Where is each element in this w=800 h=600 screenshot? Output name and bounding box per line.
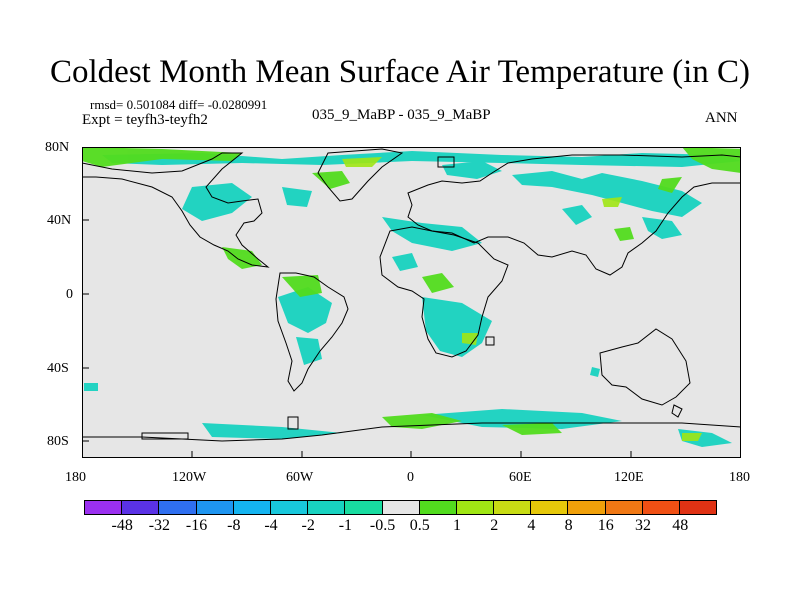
y-tick-label: 80N [45,140,70,155]
colorbar-swatch [455,500,495,515]
colorbar-label: 32 [635,517,651,534]
colorbar-swatch [232,500,271,515]
map-plot [82,147,741,458]
colorbar-label: -1 [338,517,353,534]
colorbar-label: -16 [185,517,208,534]
anomaly-fill-warm [82,147,741,435]
colorbar-label: -0.5 [369,517,396,534]
colorbar-label: 8 [564,517,573,534]
x-tick-label: 180 [729,470,750,485]
colorbar-label: 16 [597,517,614,534]
subtitle-label: 035_9_MaBP - 035_9_MaBP [312,107,491,123]
colorbar-label: 1 [453,517,461,534]
season-label: ANN [705,110,738,126]
coastlines [82,148,741,442]
colorbar-label: 2 [490,517,499,534]
colorbar-swatch [530,500,569,515]
x-tick-label: 0 [407,470,414,485]
x-tick-label: 120E [614,470,644,485]
tick-marks [82,147,741,458]
colorbar-label: 0.5 [409,517,430,534]
x-tick-label: 60W [286,470,314,485]
colorbar-label: 4 [527,517,536,534]
colorbar-swatch [158,500,197,515]
colorbar-label: 48 [672,517,689,534]
y-tick-label: 0 [66,287,73,302]
y-tick-label: 80S [47,434,69,449]
colorbar-swatch [679,500,718,515]
colorbar-swatch [344,500,383,515]
chart-title: Coldest Month Mean Surface Air Temperatu… [50,54,750,90]
colorbar-swatch [269,500,309,515]
anomaly-fill-cool [84,151,741,447]
y-tick-label: 40N [47,213,72,228]
colorbar-swatch [84,500,123,515]
colorbar-swatch [604,500,643,515]
colorbar-swatch [195,500,234,515]
colorbar-label: -2 [301,517,315,534]
experiment-label: Expt = teyfh3-teyfh2 [82,112,208,128]
colorbar-swatch [418,500,457,515]
colorbar-label: -8 [227,517,241,534]
colorbar-swatch [307,500,346,515]
colorbar-label: -32 [148,517,171,534]
colorbar-label: -48 [111,517,133,534]
colorbar-swatch [641,500,680,515]
colorbar-swatch [493,500,532,515]
x-tick-label: 180 [65,470,86,485]
y-tick-label: 40S [47,361,69,376]
colorbar-swatch [567,500,606,515]
colorbar-label: -4 [264,517,278,534]
colorbar-swatch [381,500,420,515]
stats-label: rmsd= 0.501084 diff= -0.0280991 [90,97,268,112]
anomaly-fill-light [342,157,702,441]
x-tick-label: 60E [509,470,532,485]
colorbar [84,500,718,515]
colorbar-swatch [121,500,160,515]
x-tick-label: 120W [172,470,207,485]
